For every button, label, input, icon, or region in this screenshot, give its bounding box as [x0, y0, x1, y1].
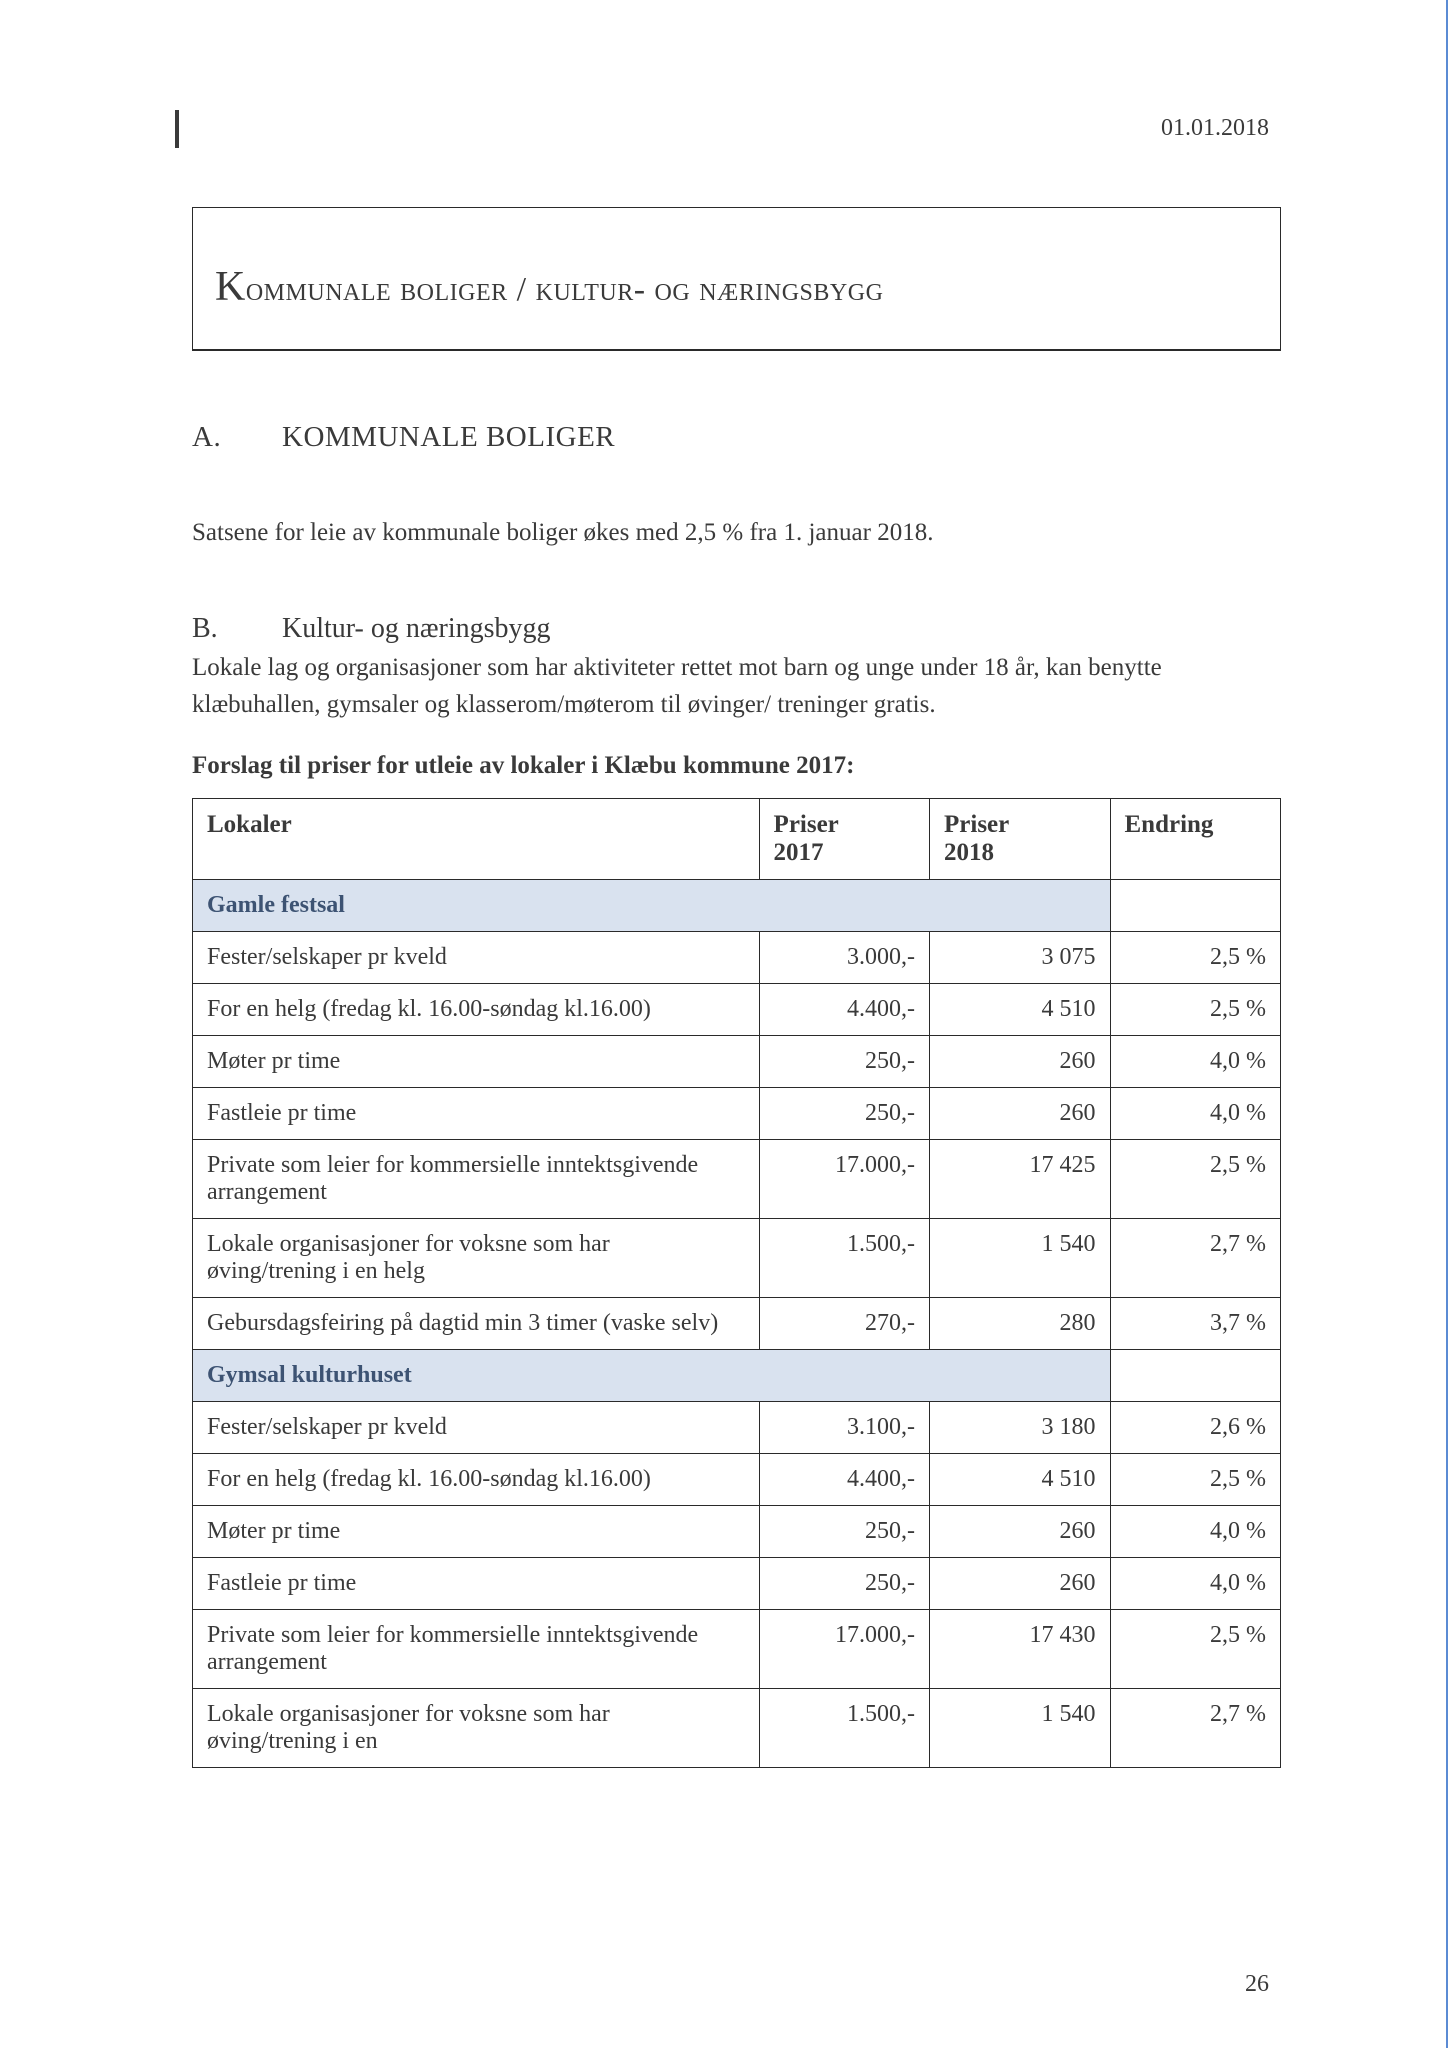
cell-desc: Fastleie pr time	[193, 1557, 760, 1609]
cell-price-2017: 1.500,-	[759, 1218, 929, 1297]
section-a-heading: A.KOMMUNALE BOLIGER	[192, 421, 1281, 454]
page-number: 26	[1245, 1971, 1269, 1998]
cell-price-2018: 4 510	[930, 1453, 1110, 1505]
cell-desc: Gebursdagsfeiring på dagtid min 3 timer …	[193, 1297, 760, 1349]
cell-endring: 4,0 %	[1110, 1505, 1281, 1557]
cell-endring: 2,7 %	[1110, 1218, 1281, 1297]
cell-desc: Fester/selskaper pr kveld	[193, 1401, 760, 1453]
section-row-gymsal: Gymsal kulturhuset	[193, 1349, 1281, 1401]
main-title: Kommunale boliger / kultur- og næringsby…	[215, 263, 1258, 311]
cell-price-2017: 250,-	[759, 1087, 929, 1139]
cell-endring: 2,6 %	[1110, 1401, 1281, 1453]
cell-price-2017: 4.400,-	[759, 983, 929, 1035]
cell-price-2017: 3.000,-	[759, 931, 929, 983]
section-a-letter: A.	[192, 421, 282, 454]
cell-price-2018: 17 430	[930, 1609, 1110, 1688]
table-row: Gebursdagsfeiring på dagtid min 3 timer …	[193, 1297, 1281, 1349]
table-row: Private som leier for kommersielle innte…	[193, 1139, 1281, 1218]
title-box: Kommunale boliger / kultur- og næringsby…	[192, 207, 1281, 351]
table-row: Lokale organisasjoner for voksne som har…	[193, 1688, 1281, 1767]
cell-price-2017: 4.400,-	[759, 1453, 929, 1505]
cell-price-2017: 17.000,-	[759, 1609, 929, 1688]
table-row: Lokale organisasjoner for voksne som har…	[193, 1218, 1281, 1297]
cell-price-2018: 4 510	[930, 983, 1110, 1035]
cell-endring: 2,5 %	[1110, 983, 1281, 1035]
cell-desc: Lokale organisasjoner for voksne som har…	[193, 1218, 760, 1297]
date-header: 01.01.2018	[192, 115, 1281, 142]
table-title: Forslag til priser for utleie av lokaler…	[192, 752, 1281, 780]
cell-price-2017: 250,-	[759, 1035, 929, 1087]
cell-price-2017: 1.500,-	[759, 1688, 929, 1767]
table-row: Møter pr time250,-2604,0 %	[193, 1505, 1281, 1557]
section-a-title: KOMMUNALE BOLIGER	[282, 421, 615, 453]
col-endring: Endring	[1110, 798, 1281, 879]
cell-price-2017: 3.100,-	[759, 1401, 929, 1453]
cell-price-2017: 270,-	[759, 1297, 929, 1349]
cell-price-2017: 250,-	[759, 1557, 929, 1609]
col-priser-2017: Priser2017	[759, 798, 929, 879]
table-row: Fastleie pr time250,-2604,0 %	[193, 1087, 1281, 1139]
cell-price-2018: 17 425	[930, 1139, 1110, 1218]
table-row: Fester/selskaper pr kveld3.100,-3 1802,6…	[193, 1401, 1281, 1453]
section-b-body: Lokale lag og organisasjoner som har akt…	[192, 649, 1281, 724]
cell-endring: 2,5 %	[1110, 1139, 1281, 1218]
section-blank	[1110, 1349, 1281, 1401]
cell-price-2018: 1 540	[930, 1218, 1110, 1297]
section-blank	[1110, 879, 1281, 931]
table-row: Fester/selskaper pr kveld3.000,-3 0752,5…	[193, 931, 1281, 983]
cell-desc: Møter pr time	[193, 1035, 760, 1087]
cell-endring: 3,7 %	[1110, 1297, 1281, 1349]
cell-price-2018: 260	[930, 1557, 1110, 1609]
table-row: Private som leier for kommersielle innte…	[193, 1609, 1281, 1688]
cell-price-2017: 17.000,-	[759, 1139, 929, 1218]
cell-desc: Fester/selskaper pr kveld	[193, 931, 760, 983]
cell-desc: Private som leier for kommersielle innte…	[193, 1609, 760, 1688]
cell-endring: 2,7 %	[1110, 1688, 1281, 1767]
price-table: Lokaler Priser2017 Priser2018 Endring Ga…	[192, 798, 1281, 1768]
cell-desc: Private som leier for kommersielle innte…	[193, 1139, 760, 1218]
section-b-heading: B.Kultur- og næringsbygg	[192, 613, 1281, 645]
cell-desc: For en helg (fredag kl. 16.00-søndag kl.…	[193, 1453, 760, 1505]
table-row: Møter pr time250,-2604,0 %	[193, 1035, 1281, 1087]
cell-endring: 2,5 %	[1110, 931, 1281, 983]
cell-price-2018: 1 540	[930, 1688, 1110, 1767]
cell-desc: For en helg (fredag kl. 16.00-søndag kl.…	[193, 983, 760, 1035]
cell-price-2018: 260	[930, 1505, 1110, 1557]
cell-endring: 2,5 %	[1110, 1609, 1281, 1688]
table-header-row: Lokaler Priser2017 Priser2018 Endring	[193, 798, 1281, 879]
section-b-letter: B.	[192, 613, 282, 645]
cell-desc: Møter pr time	[193, 1505, 760, 1557]
cell-desc: Lokale organisasjoner for voksne som har…	[193, 1688, 760, 1767]
insertion-mark	[175, 110, 179, 148]
cell-desc: Fastleie pr time	[193, 1087, 760, 1139]
cell-price-2017: 250,-	[759, 1505, 929, 1557]
cell-price-2018: 3 075	[930, 931, 1110, 983]
table-row: For en helg (fredag kl. 16.00-søndag kl.…	[193, 1453, 1281, 1505]
section-a-body: Satsene for leie av kommunale boliger øk…	[192, 514, 1281, 553]
cell-price-2018: 3 180	[930, 1401, 1110, 1453]
cell-price-2018: 260	[930, 1087, 1110, 1139]
page-content: 01.01.2018 Kommunale boliger / kultur- o…	[0, 0, 1446, 1768]
table-row: Fastleie pr time250,-2604,0 %	[193, 1557, 1281, 1609]
cell-endring: 2,5 %	[1110, 1453, 1281, 1505]
section-b-title: Kultur- og næringsbygg	[282, 613, 551, 644]
col-priser-2018: Priser2018	[930, 798, 1110, 879]
cell-endring: 4,0 %	[1110, 1087, 1281, 1139]
section-label: Gamle festsal	[193, 879, 1111, 931]
table-row: For en helg (fredag kl. 16.00-søndag kl.…	[193, 983, 1281, 1035]
section-label: Gymsal kulturhuset	[193, 1349, 1111, 1401]
col-lokaler: Lokaler	[193, 798, 760, 879]
cell-endring: 4,0 %	[1110, 1557, 1281, 1609]
section-row-gamle-festsal: Gamle festsal	[193, 879, 1281, 931]
cell-price-2018: 280	[930, 1297, 1110, 1349]
cell-endring: 4,0 %	[1110, 1035, 1281, 1087]
cell-price-2018: 260	[930, 1035, 1110, 1087]
